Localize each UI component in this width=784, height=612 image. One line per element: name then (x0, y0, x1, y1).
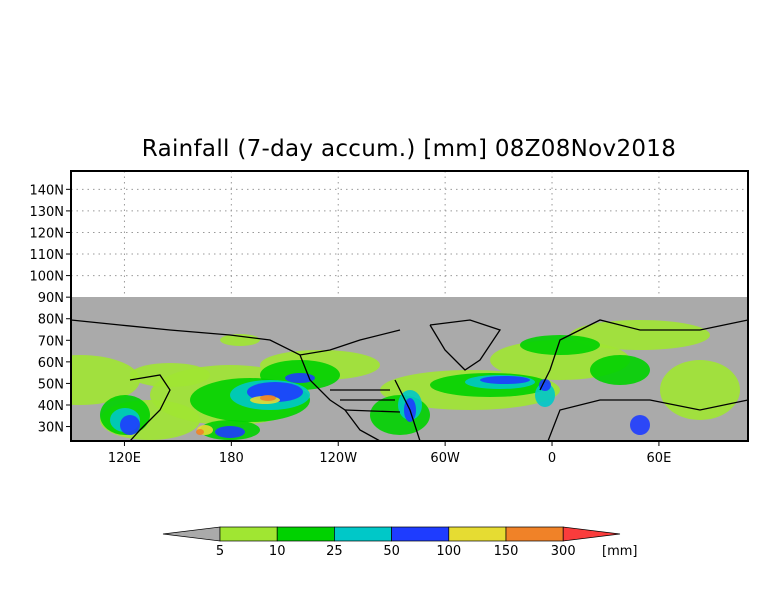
lat-label: 140N (29, 183, 64, 198)
colorbar-label: 10 (269, 544, 286, 559)
colorbar-segment (505, 526, 564, 542)
coastline (539, 319, 748, 391)
colorbar: 5 10 25 50 100 150 300 [mm] (162, 526, 637, 559)
rain-patch (130, 363, 210, 387)
rain-patch (660, 360, 740, 420)
coastline (71, 319, 401, 356)
colorbar-segment (219, 526, 278, 542)
axis-labels: 140N 130N 120N 110N 100N 90N 80N 70N 60N 50N 40N 30… (29, 183, 671, 466)
lat-label: 110N (29, 248, 64, 263)
lat-label: 120N (29, 226, 64, 241)
rain-patch (285, 373, 315, 383)
rain-patch (120, 415, 140, 435)
rain-patch (520, 335, 600, 355)
colorbar-segment (276, 526, 335, 542)
lon-label: 120E (108, 451, 141, 466)
lat-label: 90N (38, 291, 64, 306)
rain-patch (590, 355, 650, 385)
colorbar-label: 5 (216, 544, 224, 559)
coastline (330, 389, 401, 413)
lon-label: 120W (319, 451, 357, 466)
lon-label: 60W (430, 451, 460, 466)
lon-label: 60E (647, 451, 672, 466)
rain-patch (570, 320, 710, 350)
colorbar-label: 300 (551, 544, 576, 559)
rain-patch (630, 415, 650, 435)
rain-patch (215, 426, 245, 438)
lon-label: 180 (219, 451, 244, 466)
lat-label: 60N (38, 356, 64, 371)
rainfall-field (71, 320, 740, 440)
colorbar-segment (334, 526, 392, 542)
coastline (129, 374, 171, 441)
colorbar-label: 50 (383, 544, 400, 559)
coastline (394, 379, 421, 441)
colorbar-label: 150 (494, 544, 519, 559)
colorbar-label: 100 (436, 544, 461, 559)
map-frame (70, 170, 749, 442)
lat-label: 70N (38, 334, 64, 349)
rain-patch (480, 376, 530, 384)
rain-patch (539, 379, 551, 391)
colorbar-segment (448, 526, 507, 542)
rain-patch (196, 429, 204, 435)
colorbar-label: 25 (326, 544, 343, 559)
coastline (547, 399, 748, 441)
rain-patch (260, 395, 276, 401)
lat-label: 80N (38, 313, 64, 328)
grid-lines (71, 171, 748, 298)
rain-patch (71, 355, 140, 405)
colorbar-unit: [mm] (602, 544, 637, 559)
coastline (299, 354, 381, 441)
lon-label: 0 (548, 451, 556, 466)
lat-label: 30N (38, 421, 64, 436)
lat-label: 100N (29, 270, 64, 285)
lat-label: 50N (38, 377, 64, 392)
lat-label: 130N (29, 205, 64, 220)
colorbar-segment (391, 526, 450, 542)
lat-label: 40N (38, 399, 64, 414)
coastline (429, 319, 502, 371)
colorbar-high-triangle (562, 526, 621, 542)
plot-title: Rainfall (7-day accum.) [mm] 08Z08Nov201… (141, 136, 677, 162)
coastlines (71, 319, 748, 441)
colorbar-low-triangle (162, 526, 221, 542)
